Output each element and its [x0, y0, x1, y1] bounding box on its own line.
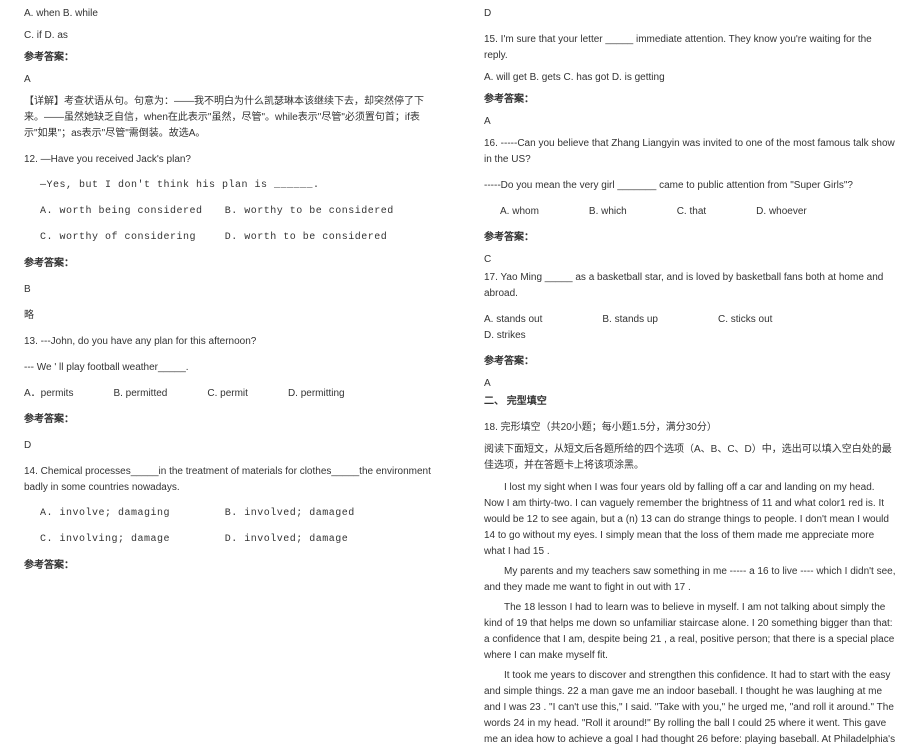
q17-options: A. stands out B. stands up C. sticks out… — [484, 312, 896, 344]
q12-note: 略 — [24, 308, 436, 324]
q17-answer: A — [484, 376, 896, 392]
q12-opt-c: C. worthy of considering — [40, 230, 218, 246]
right-column: D 15. I'm sure that your letter _____ im… — [460, 0, 920, 651]
passage-p1: I lost my sight when I was four years ol… — [484, 480, 896, 560]
passage-p2: My parents and my teachers saw something… — [484, 564, 896, 596]
q13-opt-d: D. permitting — [288, 386, 345, 402]
q15-stem: 15. I'm sure that your letter _____ imme… — [484, 32, 896, 64]
q14-stem: 14. Chemical processes_____in the treatm… — [24, 464, 436, 496]
answer-label-16: 参考答案： — [484, 230, 896, 246]
q17-stem: 17. Yao Ming _____ as a basketball star,… — [484, 270, 896, 302]
section-2-title: 二、 完型填空 — [484, 394, 896, 410]
q17-opt-b: B. stands up — [602, 312, 658, 328]
q17-opt-d: D. strikes — [484, 328, 526, 344]
answer-label: 参考答案： — [24, 50, 436, 66]
q13-stem: 13. ---John, do you have any plan for th… — [24, 334, 436, 350]
answer-label-12: 参考答案： — [24, 256, 436, 272]
q11-options-line1: A. when B. while — [24, 6, 436, 22]
q15-answer: A — [484, 114, 896, 130]
q18-instruction: 阅读下面短文，从短文后各题所给的四个选项（A、B、C、D）中，选出可以填入空白处… — [484, 442, 896, 474]
answer-label-15: 参考答案： — [484, 92, 896, 108]
q12-stem: 12. —Have you received Jack's plan? — [24, 152, 436, 168]
q15-options: A. will get B. gets C. has got D. is get… — [484, 70, 896, 86]
q16-answer: C — [484, 252, 896, 268]
q12-opt-a: A. worth being considered — [40, 204, 218, 220]
q16-opt-b: B. which — [589, 204, 627, 220]
q14-opt-c: C. involving; damage — [40, 532, 218, 548]
passage-p4: It took me years to discover and strengt… — [484, 668, 896, 748]
q16-options: A. whom B. which C. that D. whoever — [484, 204, 896, 220]
q16-opt-a: A. whom — [500, 204, 539, 220]
q14-options: A. involve; damaging B. involved; damage… — [24, 506, 436, 522]
q13-options: A．permits B. permitted C. permit D. perm… — [24, 386, 436, 402]
q16-opt-c: C. that — [677, 204, 706, 220]
q16-opt-d: D. whoever — [756, 204, 807, 220]
q12-answer: B — [24, 282, 436, 298]
q17-opt-a: A. stands out — [484, 312, 542, 328]
q17-opt-c: C. sticks out — [718, 312, 772, 328]
q12-sub: —Yes, but I don't think his plan is ____… — [24, 178, 436, 194]
q13-sub: --- We ' ll play football weather_____. — [24, 360, 436, 376]
q13-opt-c: C. permit — [207, 386, 248, 402]
q12-opt-b: B. worthy to be considered — [225, 204, 403, 220]
left-column: A. when B. while C. if D. as 参考答案： A 【详解… — [0, 0, 460, 651]
answer-label-14: 参考答案： — [24, 558, 436, 574]
answer-label-13: 参考答案： — [24, 412, 436, 428]
q14-opt-a: A. involve; damaging — [40, 506, 218, 522]
q12-options: A. worth being considered B. worthy to b… — [24, 204, 436, 220]
q13-answer: D — [24, 438, 436, 454]
q14-opt-b: B. involved; damaged — [225, 506, 403, 522]
q14-opt-d: D. involved; damage — [225, 532, 403, 548]
q18-title: 18. 完形填空（共20小题；每小题1.5分，满分30分） — [484, 420, 896, 436]
q12-options-2: C. worthy of considering D. worth to be … — [24, 230, 436, 246]
passage-p3: The 18 lesson I had to learn was to beli… — [484, 600, 896, 664]
q11-options-line2: C. if D. as — [24, 28, 436, 44]
q11-explanation: 【详解】考查状语从句。句意为：——我不明白为什么凯瑟琳本该继续下去，却突然停了下… — [24, 94, 436, 142]
q13-opt-a: A．permits — [24, 386, 73, 402]
q12-opt-d: D. worth to be considered — [225, 230, 403, 246]
q13-opt-b: B. permitted — [113, 386, 167, 402]
q11-answer: A — [24, 72, 436, 88]
answer-label-17: 参考答案： — [484, 354, 896, 370]
q16-stem2: -----Do you mean the very girl _______ c… — [484, 178, 896, 194]
q16-stem1: 16. -----Can you believe that Zhang Lian… — [484, 136, 896, 168]
q14-answer-letter: D — [484, 6, 896, 22]
q14-options-2: C. involving; damage D. involved; damage — [24, 532, 436, 548]
